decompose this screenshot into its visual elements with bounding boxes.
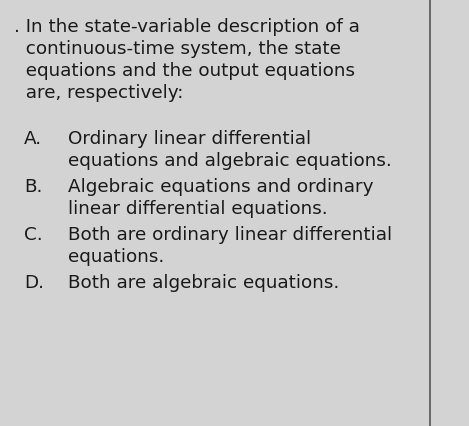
Text: are, respectively:: are, respectively: — [14, 84, 183, 102]
Text: linear differential equations.: linear differential equations. — [68, 200, 328, 218]
Text: C.: C. — [24, 226, 43, 244]
Text: Ordinary linear differential: Ordinary linear differential — [68, 130, 311, 148]
Text: . In the state-variable description of a: . In the state-variable description of a — [14, 18, 360, 36]
Text: equations and algebraic equations.: equations and algebraic equations. — [68, 152, 392, 170]
Text: D.: D. — [24, 274, 44, 292]
Text: Both are algebraic equations.: Both are algebraic equations. — [68, 274, 339, 292]
Text: equations.: equations. — [68, 248, 164, 266]
Text: Algebraic equations and ordinary: Algebraic equations and ordinary — [68, 178, 373, 196]
Text: A.: A. — [24, 130, 42, 148]
Text: B.: B. — [24, 178, 42, 196]
Text: Both are ordinary linear differential: Both are ordinary linear differential — [68, 226, 392, 244]
Text: continuous-time system, the state: continuous-time system, the state — [14, 40, 341, 58]
Text: equations and the output equations: equations and the output equations — [14, 62, 355, 80]
